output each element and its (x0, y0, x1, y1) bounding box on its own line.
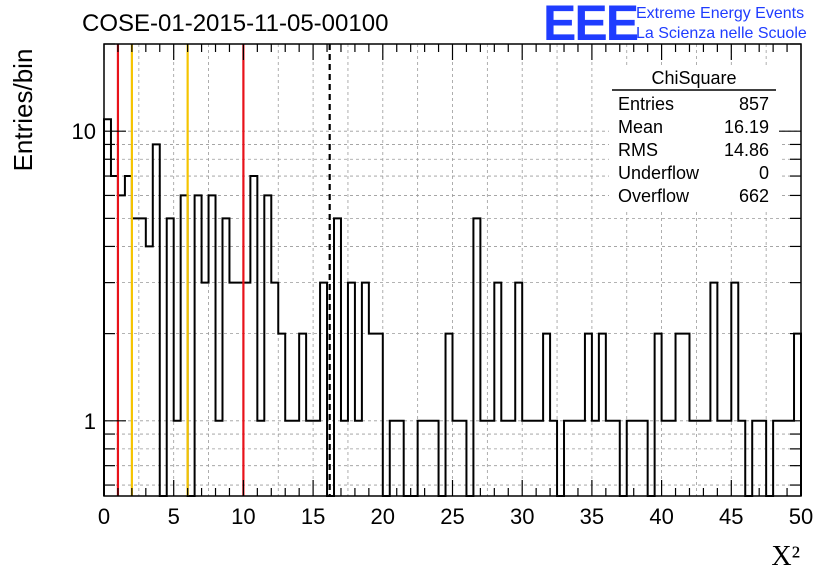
logo-line-2: La Scienza nelle Scuole (636, 25, 807, 42)
stats-value: 662 (739, 186, 769, 206)
eee-logo: EEE (543, 0, 639, 51)
stats-label: Underflow (618, 163, 700, 183)
stats-title: ChiSquare (651, 68, 736, 88)
histogram-outline (103, 118, 802, 497)
stats-label: RMS (618, 140, 658, 160)
stats-value: 857 (739, 94, 769, 114)
y-tick-label: 10 (72, 119, 96, 144)
x-tick-label: 50 (789, 504, 813, 529)
x-tick-label: 0 (98, 504, 110, 529)
reference-lines (116, 44, 331, 496)
y-axis-label: Entries/bin (8, 49, 38, 172)
y-tick-label: 1 (84, 409, 96, 434)
run-title: COSE-01-2015-11-05-00100 (82, 10, 389, 37)
x-tick-label: 35 (580, 504, 604, 529)
x-tick-label: 10 (231, 504, 255, 529)
x-tick-label: 25 (440, 504, 464, 529)
logo-line-1: Extreme Energy Events (636, 5, 805, 22)
x-tick-label: 45 (719, 504, 743, 529)
tick-labels: 0 5 10 15 20 25 30 35 40 45 50 1 10 (72, 119, 814, 529)
axis-ticks (103, 43, 802, 496)
x-tick-label: 15 (301, 504, 325, 529)
stats-value: 16.19 (724, 117, 769, 137)
stats-label: Overflow (618, 186, 690, 206)
x-axis-label: X² (771, 541, 800, 572)
stats-label: Entries (618, 94, 674, 114)
stats-box: ChiSquare Entries 857 Mean 16.19 RMS 14.86 Unde… (609, 66, 779, 210)
x-tick-label: 5 (168, 504, 180, 529)
stats-value: 14.86 (724, 140, 769, 160)
x-tick-label: 30 (510, 504, 534, 529)
stats-label: Mean (618, 117, 663, 137)
x-tick-label: 20 (371, 504, 395, 529)
stats-value: 0 (759, 163, 769, 183)
x-tick-label: 40 (649, 504, 673, 529)
